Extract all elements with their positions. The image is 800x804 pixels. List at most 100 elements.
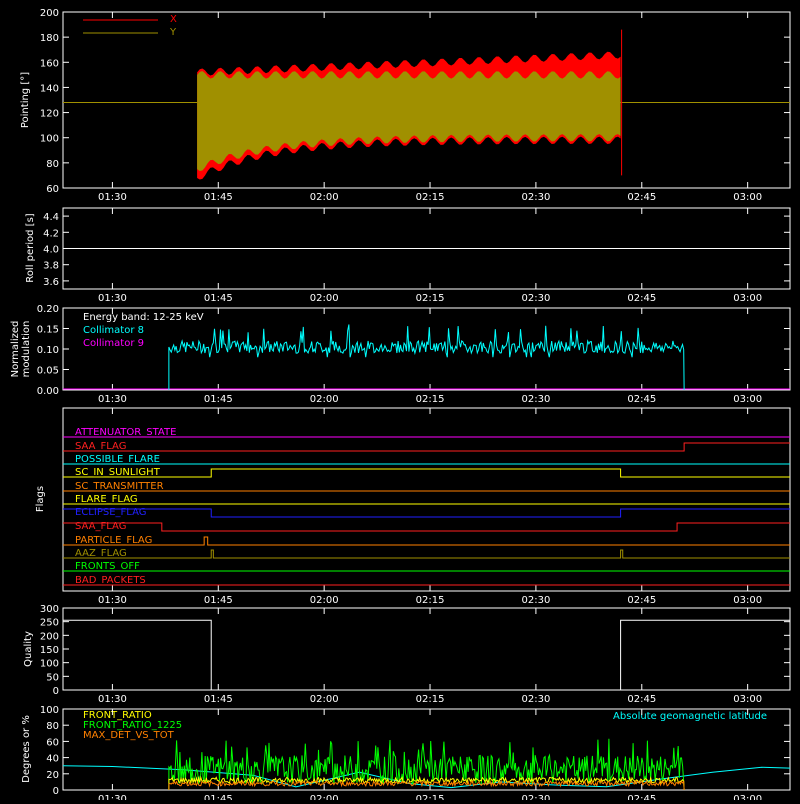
- legend-collimator-9: Collimator 9: [83, 338, 144, 349]
- roll-xtick-label-5: 02:45: [627, 293, 656, 304]
- collimator-8-line: [168, 324, 685, 391]
- pointing-envelope-y: [197, 71, 621, 171]
- quality-xtick-label-0: 01:30: [98, 694, 127, 705]
- roll-xtick-label-3: 02:15: [416, 293, 445, 304]
- modulation-ylabel-1: Normalized: [10, 321, 21, 378]
- pointing-xtick-label-4: 02:30: [521, 192, 550, 203]
- flag-trace-1: [63, 442, 790, 452]
- bottom-series-front-ratio-1225: [168, 738, 685, 791]
- pointing-ytick-label-2: 100: [40, 134, 59, 145]
- roll-ylabel: Roll period [s]: [25, 213, 36, 282]
- bottom-ytick-label-5: 100: [40, 705, 59, 716]
- pointing-ytick-label-3: 120: [40, 109, 59, 120]
- legend-label-x: X: [170, 14, 177, 25]
- roll-ytick-label-3: 4.2: [43, 228, 59, 239]
- modulation-xtick-label-2: 02:00: [310, 394, 339, 405]
- bottom-xtick-label-1: 01:45: [204, 794, 233, 800]
- flag-trace-7: [63, 522, 790, 532]
- roll-xtick-label-0: 01:30: [98, 293, 127, 304]
- quality-trace: [63, 619, 790, 691]
- bottom-xtick-label-3: 02:15: [416, 794, 445, 800]
- roll-ytick-label-0: 3.6: [43, 277, 59, 288]
- flag-label-bad-packets: BAD_PACKETS: [75, 575, 146, 586]
- quality-xtick-label-1: 01:45: [204, 694, 233, 705]
- pointing-xtick-label-6: 03:00: [733, 192, 762, 203]
- legend-max-det-vs-tot: MAX_DET_VS_TOT: [83, 730, 175, 741]
- quality-ytick-label-0: 0: [53, 686, 59, 697]
- pointing-ytick-label-0: 60: [46, 184, 59, 195]
- roll-ytick-label-4: 4.4: [43, 212, 59, 223]
- modulation-ylabel-2: modulation: [21, 321, 32, 378]
- bottom-ytick-label-3: 60: [46, 737, 59, 748]
- quality-xtick-label-3: 02:15: [416, 694, 445, 705]
- quality-ylabel: Quality: [23, 631, 34, 667]
- bottom-panel-frame: [62, 708, 791, 791]
- flag-label-aaz-flag: AAZ_FLAG: [75, 548, 127, 559]
- bottom-xtick-label-5: 02:45: [627, 794, 656, 800]
- flag-trace-9: [63, 549, 790, 559]
- legend-energy-band: Energy band: 12-25 keV: [83, 312, 204, 323]
- flag-trace-3: [63, 468, 790, 478]
- quality-ytick-label-5: 250: [40, 618, 59, 629]
- flags-xtick-label-5: 02:45: [627, 595, 656, 606]
- modulation-ytick-label-2: 0.10: [37, 345, 59, 356]
- flag-label-flare-flag: FLARE_FLAG: [75, 494, 138, 505]
- modulation-ytick-label-4: 0.20: [37, 304, 59, 315]
- legend-collimator-8: Collimator 8: [83, 325, 144, 336]
- flags-xtick-label-0: 01:30: [98, 595, 127, 606]
- pointing-ytick-label-4: 140: [40, 83, 59, 94]
- flag-trace-6: [63, 508, 790, 518]
- pointing-ytick-label-7: 200: [40, 8, 59, 19]
- flags-ylabel: Flags: [35, 486, 46, 512]
- flags-xtick-label-1: 01:45: [204, 595, 233, 606]
- pointing-legend: X Y: [83, 14, 177, 38]
- quality-xtick-label-4: 02:30: [521, 694, 550, 705]
- legend-front-ratio-1225: FRONT_RATIO_1225: [83, 720, 182, 731]
- flag-label-saa-flag-1: SAA_FLAG: [75, 441, 126, 452]
- roll-ytick-label-1: 3.8: [43, 261, 59, 272]
- modulation-xtick-label-0: 01:30: [98, 394, 127, 405]
- quality-ytick-label-1: 50: [46, 672, 59, 683]
- modulation-ytick-label-0: 0.00: [37, 386, 59, 397]
- flag-label-particle-flag: PARTICLE_FLAG: [75, 535, 152, 546]
- pointing-panel-frame: [62, 11, 791, 189]
- pointing-ytick-label-1: 80: [46, 159, 59, 170]
- quality-xtick-label-6: 03:00: [733, 694, 762, 705]
- modulation-ytick-label-3: 0.15: [37, 325, 59, 336]
- bottom-series-max-det-vs-tot: [168, 779, 685, 791]
- bottom-xtick-label-0: 01:30: [98, 794, 127, 800]
- flag-labels: ATTENUATOR_STATE SAA_FLAG POSSIBLE_FLARE…: [75, 427, 176, 586]
- legend-geomagnetic-latitude: Absolute geomagnetic latitude: [613, 711, 767, 722]
- bottom-xtick-label-6: 03:00: [733, 794, 762, 800]
- roll-xtick-label-4: 02:30: [521, 293, 550, 304]
- flag-label-sc-transmitter: SC_TRANSMITTER: [75, 481, 164, 492]
- bottom-ytick-label-1: 20: [46, 770, 59, 781]
- quality-xtick-label-2: 02:00: [310, 694, 339, 705]
- roll-xtick-label-2: 02:00: [310, 293, 339, 304]
- modulation-xtick-label-4: 02:30: [521, 394, 550, 405]
- bottom-ytick-label-4: 80: [46, 721, 59, 732]
- pointing-ytick-label-5: 160: [40, 58, 59, 69]
- flag-label-attenuator-state: ATTENUATOR_STATE: [75, 427, 176, 438]
- pointing-xtick-label-3: 02:15: [416, 192, 445, 203]
- flag-label-fronts-off: FRONTS_OFF: [75, 561, 140, 572]
- pointing-xtick-label-2: 02:00: [310, 192, 339, 203]
- quality-ytick-label-2: 100: [40, 659, 59, 670]
- flag-trace-8: [63, 536, 790, 546]
- roll-ytick-label-2: 4.0: [43, 245, 59, 256]
- quality-ytick-label-4: 200: [40, 631, 59, 642]
- pointing-xtick-label-0: 01:30: [98, 192, 127, 203]
- modulation-ytick-label-1: 0.05: [37, 366, 59, 377]
- flags-panel-frame: [62, 407, 791, 592]
- quality-ytick-label-3: 150: [40, 645, 59, 656]
- roll-xtick-label-6: 03:00: [733, 293, 762, 304]
- modulation-xtick-label-5: 02:45: [627, 394, 656, 405]
- bottom-ylabel: Degrees or %: [21, 715, 32, 783]
- legend-label-y: Y: [169, 27, 177, 38]
- modulation-xtick-label-6: 03:00: [733, 394, 762, 405]
- flag-label-sc-in-sunlight: SC_IN_SUNLIGHT: [75, 467, 161, 478]
- quality-xtick-label-5: 02:45: [627, 694, 656, 705]
- flags-xtick-label-6: 03:00: [733, 595, 762, 606]
- pointing-ytick-label-6: 180: [40, 33, 59, 44]
